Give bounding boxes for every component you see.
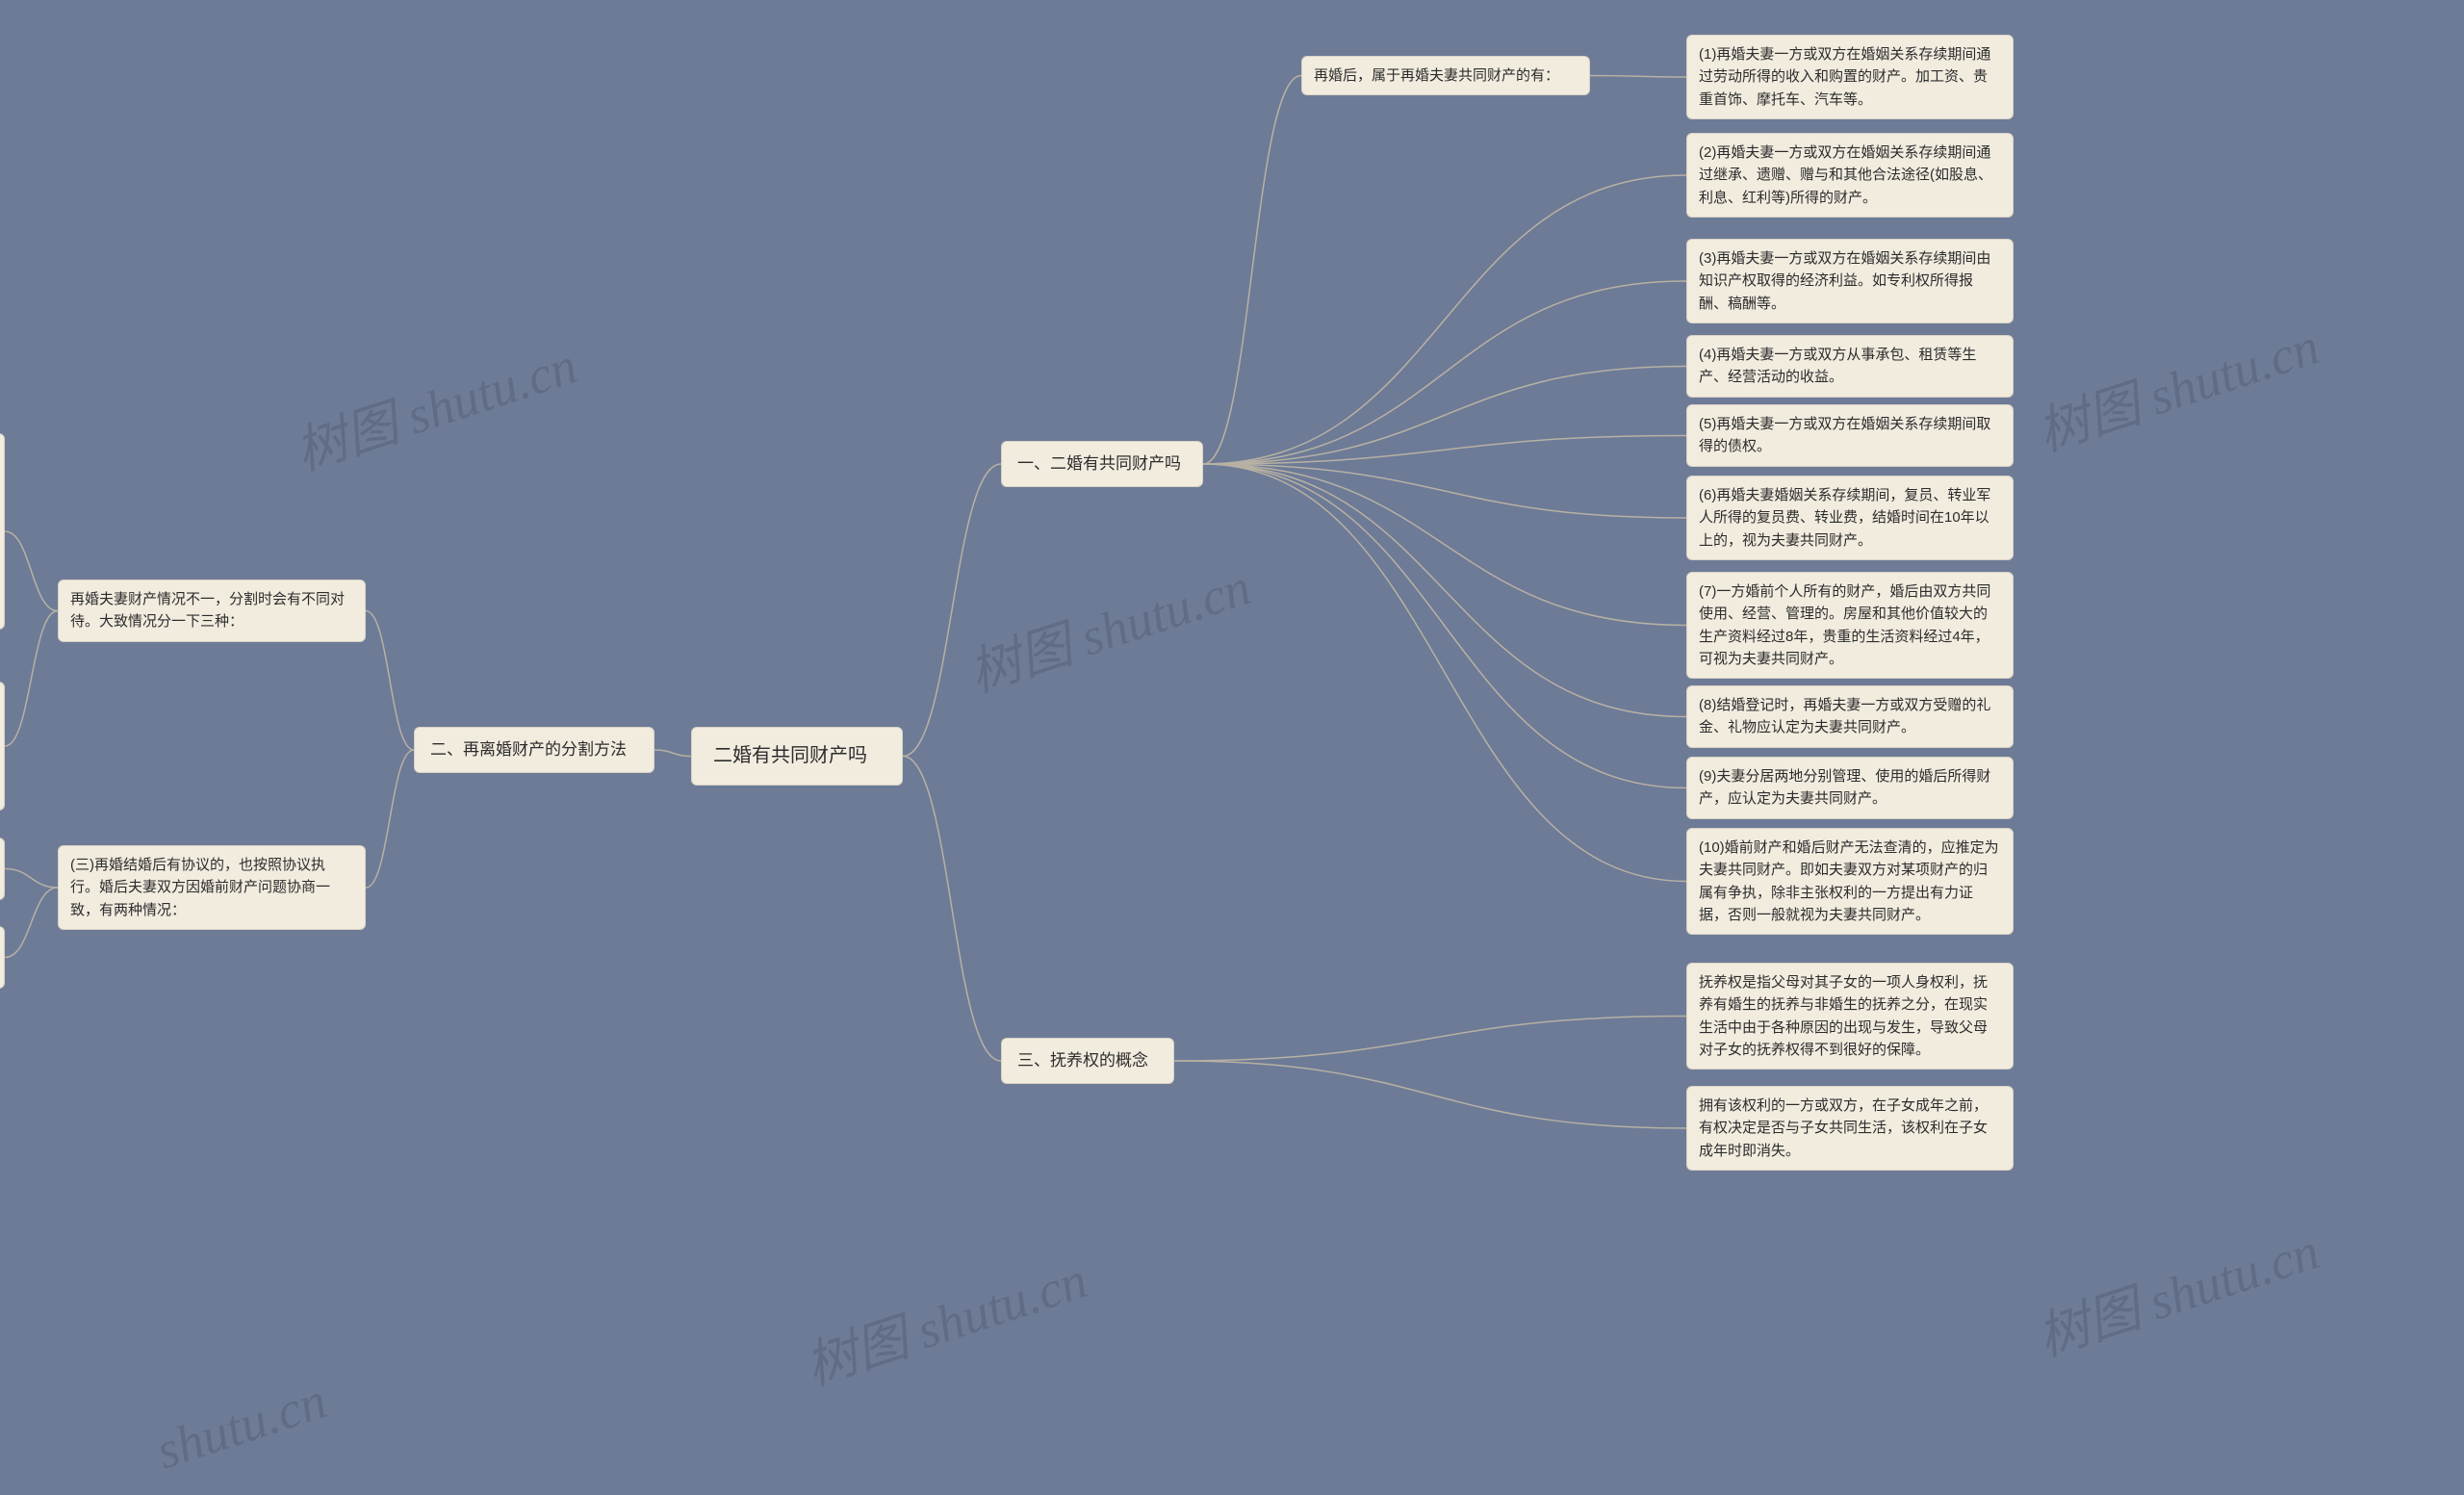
mindmap-node: (3)再婚夫妻一方或双方在婚姻关系存续期间由知识产权取得的经济利益。如专利权所得… xyxy=(1686,239,2014,323)
mindmap-node: (5)再婚夫妻一方或双方在婚姻关系存续期间取得的债权。 xyxy=(1686,404,2014,467)
root-node: 二婚有共同财产吗 xyxy=(691,727,903,786)
mindmap-node: 再婚后，属于再婚夫妻共同财产的有： xyxy=(1301,56,1590,95)
mindmap-node: (三)再婚结婚后有协议的，也按照协议执行。婚后夫妻双方因婚前财产问题协商一致，有… xyxy=(58,845,366,930)
mindmap-node: (6)再婚夫妻婚姻关系存续期间，复员、转业军人所得的复员费、转业费，结婚时间在1… xyxy=(1686,476,2014,560)
mindmap-node: 2、同意把婚前财产按照共同财产处理的，签订财产协议的，离婚时按照共同财产分割。 xyxy=(0,926,5,989)
mindmap-node: (9)夫妻分居两地分别管理、使用的婚后所得财产，应认定为夫妻共同财产。 xyxy=(1686,757,2014,819)
mindmap-node: 1、同意婚前财产按照婚前财产处理的，签订财产协议的，按照协议书的规定婚前财产处理… xyxy=(0,838,5,900)
mindmap-node: (二)没有婚前财产协议的，再婚离婚时，婚前财产，有证据能证明属婚前财产的，属于个… xyxy=(0,682,5,811)
mindmap-node: (10)婚前财产和婚后财产无法查清的，应推定为夫妻共同财产。即如夫妻双方对某项财… xyxy=(1686,828,2014,935)
mindmap-node: (7)一方婚前个人所有的财产，婚后由双方共同使用、经营、管理的。房屋和其他价值较… xyxy=(1686,572,2014,679)
root-text: 二婚有共同财产吗 xyxy=(713,745,867,766)
mindmap-node: 二、再离婚财产的分割方法 xyxy=(414,727,654,773)
mindmap-node: 再婚夫妻财产情况不一，分割时会有不同对待。大致情况分一下三种： xyxy=(58,580,366,642)
mindmap-node: 抚养权是指父母对其子女的一项人身权利，抚养有婚生的抚养与非婚生的抚养之分，在现实… xyxy=(1686,963,2014,1070)
mindmap-node: (8)结婚登记时，再婚夫妻一方或双方受赠的礼金、礼物应认定为夫妻共同财产。 xyxy=(1686,685,2014,748)
mindmap-node: (一)有婚前财产协议书的:现在再婚夫妻双方一般都有自己个人的婚前财产，为了避免日… xyxy=(0,433,5,630)
mindmap-node: 一、二婚有共同财产吗 xyxy=(1001,441,1203,487)
mindmap-node: 三、抚养权的概念 xyxy=(1001,1038,1174,1084)
mindmap-node: 拥有该权利的一方或双方，在子女成年之前，有权决定是否与子女共同生活，该权利在子女… xyxy=(1686,1086,2014,1171)
connector-layer xyxy=(0,0,2464,1495)
mindmap-node: (1)再婚夫妻一方或双方在婚姻关系存续期间通过劳动所得的收入和购置的财产。加工资… xyxy=(1686,35,2014,119)
mindmap-node: (2)再婚夫妻一方或双方在婚姻关系存续期间通过继承、遗赠、赠与和其他合法途径(如… xyxy=(1686,133,2014,218)
mindmap-node: (4)再婚夫妻一方或双方从事承包、租赁等生产、经营活动的收益。 xyxy=(1686,335,2014,398)
